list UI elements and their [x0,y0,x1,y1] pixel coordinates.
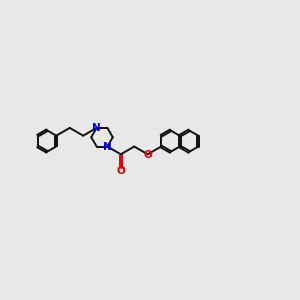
Text: O: O [144,150,152,160]
Text: O: O [116,166,125,176]
Text: N: N [103,142,112,152]
Text: N: N [92,123,101,133]
